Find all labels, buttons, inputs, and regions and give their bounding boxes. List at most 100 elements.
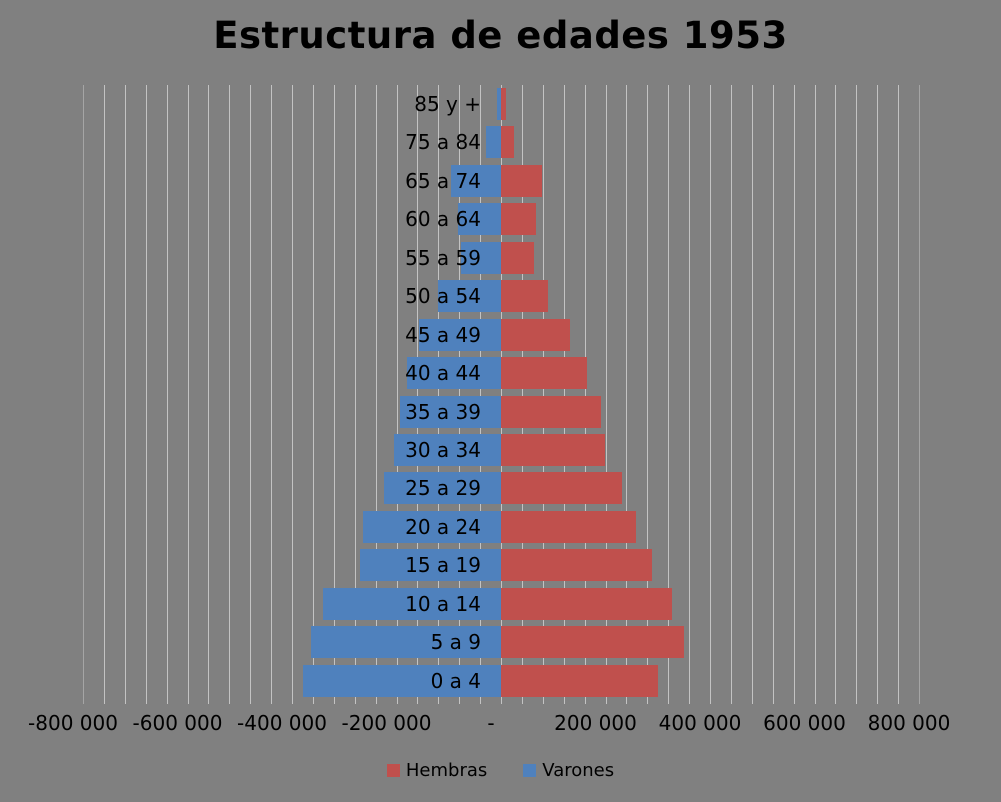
legend: Hembras Varones	[0, 760, 1001, 781]
bar-varones	[406, 357, 501, 390]
bar-varones	[400, 395, 501, 428]
pyramid-row	[83, 587, 919, 620]
bar-hembras	[501, 395, 602, 428]
gridline	[835, 85, 837, 704]
bar-hembras	[501, 203, 536, 236]
x-axis-tick-label: -600 000	[132, 711, 223, 735]
x-axis-tick-label: -200 000	[341, 711, 432, 735]
gridline	[856, 85, 858, 704]
gridline	[187, 85, 189, 704]
gridline	[584, 85, 586, 704]
gridline	[312, 85, 314, 704]
gridline	[919, 85, 920, 704]
x-axis-tick-label: -800 000	[28, 711, 118, 735]
bar-varones	[303, 664, 501, 697]
gridline	[333, 85, 335, 704]
category-label: 10 a 14	[405, 591, 481, 616]
legend-swatch-icon	[386, 764, 400, 777]
legend-item-hembras: Hembras	[386, 760, 488, 781]
gridline	[793, 85, 795, 704]
bar-hembras	[501, 472, 622, 505]
gridline	[626, 85, 628, 704]
gridline	[647, 85, 649, 704]
category-label: 25 a 29	[405, 476, 481, 501]
bar-varones	[460, 241, 501, 274]
category-label: 20 a 24	[405, 514, 481, 539]
gridline	[668, 85, 670, 704]
gridline	[877, 85, 879, 704]
gridline	[354, 85, 356, 704]
pyramid-row	[83, 357, 919, 390]
pyramid-row	[83, 88, 919, 120]
category-label: 0 a 4	[430, 668, 481, 693]
gridline	[229, 85, 231, 704]
category-label: 65 a 74	[405, 168, 481, 193]
legend-label: Varones	[542, 760, 615, 781]
bar-varones	[359, 549, 501, 582]
bar-varones	[323, 587, 501, 620]
x-axis-tick-label: -400 000	[237, 711, 327, 735]
pyramid-row	[83, 280, 919, 313]
pyramid-row	[83, 164, 919, 197]
gridline	[208, 85, 210, 704]
pyramid-row	[83, 318, 919, 351]
category-label: 40 a 44	[405, 361, 481, 386]
x-axis-tick-label: 400 000	[658, 711, 742, 735]
gridline	[563, 85, 565, 704]
category-label: 75 a 84	[405, 130, 481, 155]
gridline	[751, 85, 753, 704]
gridline	[271, 85, 273, 704]
gridline	[438, 85, 440, 704]
gridline	[396, 85, 398, 704]
pyramid-row	[83, 664, 919, 697]
bar-varones	[486, 126, 501, 159]
category-label: 30 a 34	[405, 437, 481, 462]
pyramid-row	[83, 626, 919, 659]
legend-label: Hembras	[405, 760, 488, 781]
gridline	[689, 85, 691, 704]
gridline	[501, 85, 502, 704]
bar-hembras	[501, 357, 587, 390]
bar-varones	[394, 433, 501, 466]
x-axis-tick-label: -	[487, 711, 495, 735]
bar-varones	[451, 164, 501, 197]
bar-varones	[384, 472, 501, 505]
category-label: 60 a 64	[405, 207, 481, 232]
gridline	[898, 85, 900, 704]
bar-hembras	[501, 549, 652, 582]
gridline	[542, 85, 544, 704]
bar-hembras	[501, 280, 549, 313]
gridline	[166, 85, 168, 704]
bar-hembras	[501, 587, 672, 620]
pyramid-row	[83, 549, 919, 582]
legend-item-varones: Varones	[523, 760, 614, 781]
gridline	[730, 85, 732, 704]
bar-varones	[438, 280, 501, 313]
gridline	[145, 85, 147, 704]
gridline	[83, 85, 84, 704]
gridline	[480, 85, 482, 704]
bar-hembras	[501, 318, 571, 351]
category-label: 50 a 54	[405, 284, 481, 309]
pyramid-row	[83, 472, 919, 505]
category-label: 35 a 39	[405, 399, 481, 424]
bar-hembras	[501, 626, 684, 659]
bar-varones	[458, 203, 501, 236]
gridline	[521, 85, 523, 704]
gridline	[772, 85, 774, 704]
gridline	[814, 85, 816, 704]
bar-hembras	[501, 433, 605, 466]
gridline	[417, 85, 419, 704]
gridline	[710, 85, 711, 704]
gridline	[605, 85, 607, 704]
gridline	[250, 85, 252, 704]
gridline	[292, 85, 293, 704]
bar-hembras	[501, 126, 515, 159]
pyramid-row	[83, 510, 919, 543]
category-label: 85 y +	[414, 92, 481, 116]
bar-hembras	[501, 510, 636, 543]
category-label: 55 a 59	[405, 245, 481, 270]
bar-varones	[496, 88, 501, 120]
x-axis-tick-label: 200 000	[554, 711, 637, 735]
pyramid-row	[83, 433, 919, 466]
